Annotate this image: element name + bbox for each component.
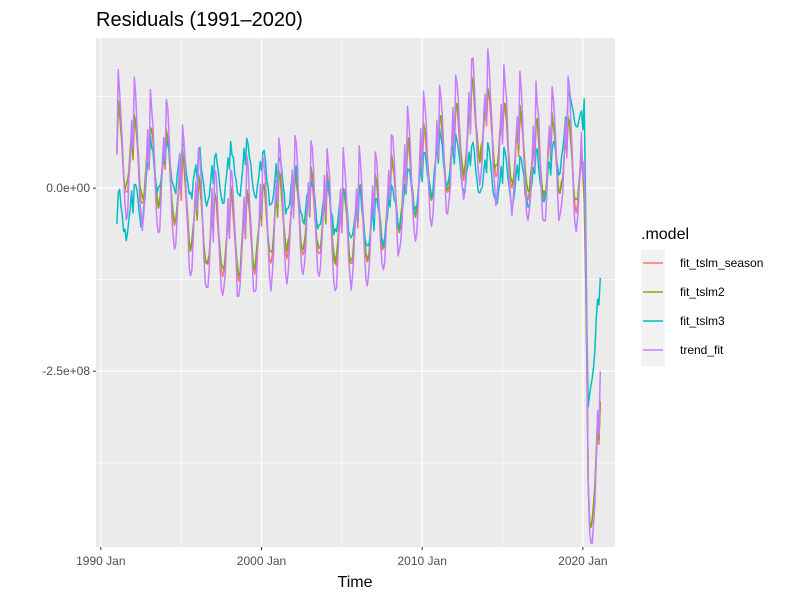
legend: .model fit_tslm_season fit_tslm2 fit_tslm3… bbox=[641, 226, 763, 366]
y-tick-label: -2.5e+08 bbox=[42, 364, 90, 378]
legend-label-fit_tslm3: fit_tslm3 bbox=[680, 314, 725, 328]
chart-title: Residuals (1991–2020) bbox=[96, 9, 303, 31]
x-tick-label: 1990 Jan bbox=[76, 554, 125, 568]
legend-title: .model bbox=[641, 226, 689, 243]
series-lines bbox=[116, 48, 602, 545]
x-tick-label: 2020 Jan bbox=[558, 554, 607, 568]
plot-panel bbox=[96, 38, 615, 547]
y-tick-label: 0.0e+00 bbox=[46, 181, 90, 195]
x-axis-title: Time bbox=[338, 574, 373, 591]
legend-label-trend_fit: trend_fit bbox=[680, 343, 724, 357]
x-tick-label: 2010 Jan bbox=[397, 554, 446, 568]
legend-label-fit_tslm2: fit_tslm2 bbox=[680, 285, 725, 299]
legend-key-background bbox=[641, 250, 665, 366]
x-tick-label: 2000 Jan bbox=[237, 554, 286, 568]
axis-ticks: 0.0e+00 -2.5e+08 1990 Jan 2000 Jan 2010 Jan 2… bbox=[42, 181, 607, 568]
series-line-trend_fit bbox=[116, 48, 602, 545]
legend-label-fit_tslm_season: fit_tslm_season bbox=[680, 256, 763, 270]
